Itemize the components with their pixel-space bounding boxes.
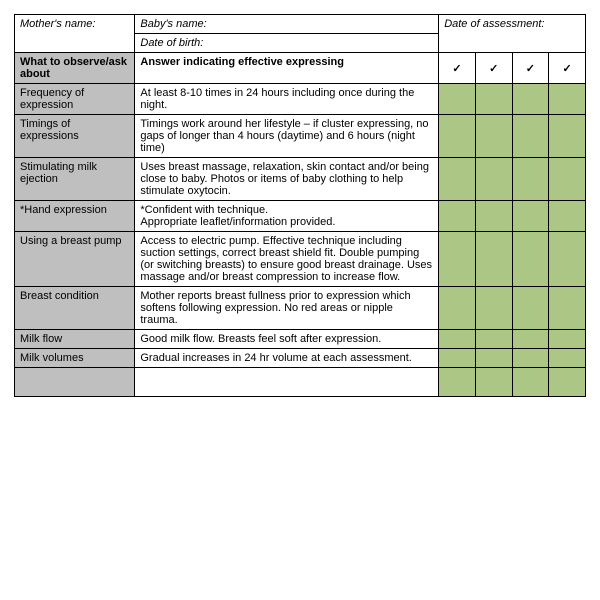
- check-cell[interactable]: [475, 349, 512, 368]
- check-cell[interactable]: [439, 158, 476, 201]
- check-cell[interactable]: [475, 158, 512, 201]
- blank-row: [15, 368, 586, 397]
- info-row-1: Mother's name: Baby's name: Date of asse…: [15, 15, 586, 34]
- baby-name-label: Baby's name:: [135, 15, 439, 34]
- table-row: Stimulating milk ejectionUses breast mas…: [15, 158, 586, 201]
- table-row: Milk flowGood milk flow. Breasts feel so…: [15, 330, 586, 349]
- blank-check-2[interactable]: [475, 368, 512, 397]
- table-row: Timings of expressionsTimings work aroun…: [15, 115, 586, 158]
- check-cell[interactable]: [549, 115, 586, 158]
- row-topic: Breast condition: [15, 287, 135, 330]
- blank-check-1[interactable]: [439, 368, 476, 397]
- row-answer: Uses breast massage, relaxation, skin co…: [135, 158, 439, 201]
- row-topic: Stimulating milk ejection: [15, 158, 135, 201]
- check-cell[interactable]: [512, 115, 549, 158]
- row-topic: *Hand expression: [15, 201, 135, 232]
- table-row: Frequency of expressionAt least 8-10 tim…: [15, 84, 586, 115]
- table-row: Breast conditionMother reports breast fu…: [15, 287, 586, 330]
- mother-name-label: Mother's name:: [15, 15, 135, 53]
- check-cell[interactable]: [549, 158, 586, 201]
- check-cell[interactable]: [549, 201, 586, 232]
- row-answer: Gradual increases in 24 hr volume at eac…: [135, 349, 439, 368]
- row-answer: Good milk flow. Breasts feel soft after …: [135, 330, 439, 349]
- check-cell[interactable]: [475, 201, 512, 232]
- col-answer: Answer indicating effective expressing: [135, 53, 439, 84]
- check-cell[interactable]: [475, 232, 512, 287]
- row-answer: Access to electric pump. Effective techn…: [135, 232, 439, 287]
- column-header-row: What to observe/ask about Answer indicat…: [15, 53, 586, 84]
- check-cell[interactable]: [439, 201, 476, 232]
- row-answer: At least 8-10 times in 24 hours includin…: [135, 84, 439, 115]
- check-cell[interactable]: [512, 201, 549, 232]
- table-row: Milk volumesGradual increases in 24 hr v…: [15, 349, 586, 368]
- dob-label: Date of birth:: [135, 34, 439, 53]
- col-what-to-observe: What to observe/ask about: [15, 53, 135, 84]
- row-topic: Timings of expressions: [15, 115, 135, 158]
- check-cell[interactable]: [439, 84, 476, 115]
- check-cell[interactable]: [512, 349, 549, 368]
- col-check-4: ✓: [549, 53, 586, 84]
- check-cell[interactable]: [549, 232, 586, 287]
- row-answer: *Confident with technique. Appropriate l…: [135, 201, 439, 232]
- check-cell[interactable]: [475, 330, 512, 349]
- blank-topic: [15, 368, 135, 397]
- check-cell[interactable]: [439, 115, 476, 158]
- blank-check-3[interactable]: [512, 368, 549, 397]
- row-topic: Milk flow: [15, 330, 135, 349]
- check-cell[interactable]: [549, 349, 586, 368]
- check-cell[interactable]: [549, 84, 586, 115]
- check-cell[interactable]: [549, 330, 586, 349]
- check-cell[interactable]: [512, 84, 549, 115]
- check-cell[interactable]: [512, 330, 549, 349]
- check-cell[interactable]: [549, 287, 586, 330]
- table-row: Using a breast pumpAccess to electric pu…: [15, 232, 586, 287]
- check-cell[interactable]: [439, 287, 476, 330]
- assessment-date-label: Date of assessment:: [439, 15, 586, 53]
- row-topic: Milk volumes: [15, 349, 135, 368]
- check-cell[interactable]: [475, 84, 512, 115]
- blank-check-4[interactable]: [549, 368, 586, 397]
- check-cell[interactable]: [439, 330, 476, 349]
- assessment-table: Mother's name: Baby's name: Date of asse…: [14, 14, 586, 397]
- check-cell[interactable]: [512, 287, 549, 330]
- check-cell[interactable]: [475, 115, 512, 158]
- col-check-2: ✓: [475, 53, 512, 84]
- check-cell[interactable]: [439, 232, 476, 287]
- col-check-1: ✓: [439, 53, 476, 84]
- row-topic: Using a breast pump: [15, 232, 135, 287]
- check-cell[interactable]: [512, 232, 549, 287]
- row-topic: Frequency of expression: [15, 84, 135, 115]
- table-row: *Hand expression*Confident with techniqu…: [15, 201, 586, 232]
- row-answer: Mother reports breast fullness prior to …: [135, 287, 439, 330]
- check-cell[interactable]: [439, 349, 476, 368]
- check-cell[interactable]: [512, 158, 549, 201]
- blank-answer: [135, 368, 439, 397]
- row-answer: Timings work around her lifestyle – if c…: [135, 115, 439, 158]
- check-cell[interactable]: [475, 287, 512, 330]
- col-check-3: ✓: [512, 53, 549, 84]
